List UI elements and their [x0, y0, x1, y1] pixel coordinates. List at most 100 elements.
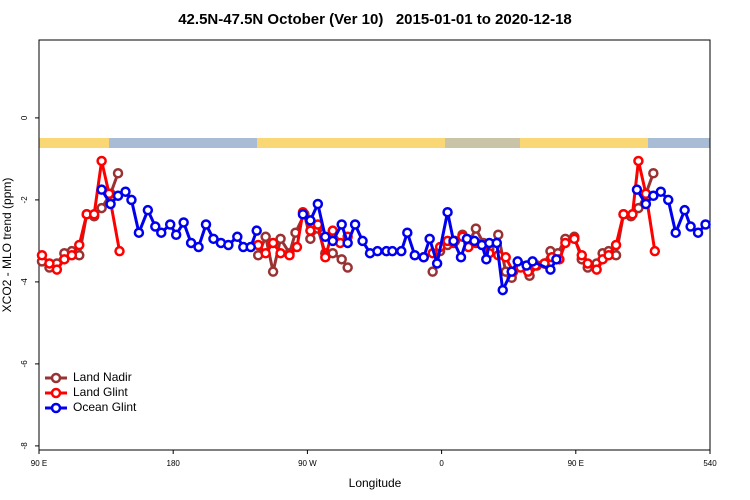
legend-label: Ocean Glint [73, 400, 137, 414]
point [387, 245, 398, 257]
point [126, 194, 137, 206]
point [133, 227, 145, 238]
point [455, 252, 467, 263]
x-tick-label: 90 E [31, 459, 47, 468]
point [267, 266, 279, 277]
point [648, 168, 659, 179]
series [36, 168, 659, 284]
point [245, 241, 256, 253]
point [284, 250, 295, 261]
point [545, 264, 556, 275]
point [649, 245, 661, 257]
land-band [257, 138, 445, 148]
legend-label: Land Glint [73, 385, 128, 399]
y-axis-label: XCO2 - MLO trend (ppm) [0, 178, 14, 313]
point [59, 254, 70, 265]
point [112, 168, 124, 179]
point [312, 198, 324, 210]
point [418, 252, 429, 263]
point [96, 155, 107, 167]
point [481, 254, 492, 265]
point [655, 186, 667, 197]
point [692, 227, 704, 238]
point [640, 198, 652, 210]
x-tick-label: 180 [167, 459, 181, 468]
point [469, 235, 480, 247]
point [267, 237, 279, 249]
point [305, 215, 316, 226]
legend-marker [50, 372, 62, 384]
point [627, 209, 638, 220]
point [105, 198, 116, 210]
point [631, 184, 643, 195]
point [120, 186, 131, 197]
point [36, 250, 48, 261]
point [679, 204, 690, 216]
land-ocean-strip [39, 138, 710, 148]
point [223, 239, 234, 251]
point [232, 231, 243, 243]
point [576, 250, 588, 261]
point [96, 202, 107, 214]
chart-title: 42.5N-47.5N October (Ver 10) 2015-01-01 … [178, 11, 572, 28]
point [700, 219, 711, 230]
ocean-band [648, 138, 710, 148]
point [342, 262, 353, 273]
point [431, 258, 443, 269]
point [320, 231, 331, 243]
point [193, 241, 204, 253]
point [633, 155, 644, 167]
mixed-band [445, 138, 520, 148]
point [427, 266, 438, 277]
point [336, 219, 347, 230]
point [327, 247, 338, 259]
point [357, 235, 368, 247]
point [88, 209, 100, 220]
point [662, 194, 674, 206]
point [610, 239, 622, 251]
point [685, 221, 696, 232]
y-tick-label: -6 [20, 360, 29, 368]
point [275, 247, 286, 259]
point [327, 235, 338, 247]
legend-marker [50, 387, 62, 399]
point [74, 239, 85, 251]
point [178, 217, 189, 228]
point [396, 245, 407, 257]
ocean-band [109, 138, 257, 148]
x-axis-label: Longitude [349, 476, 402, 490]
point [372, 245, 383, 257]
point [402, 227, 413, 238]
point [569, 233, 580, 245]
point [500, 252, 511, 263]
point [527, 256, 538, 267]
point [442, 206, 453, 218]
point [342, 237, 353, 249]
y-tick-label: -2 [20, 196, 29, 204]
point [320, 252, 331, 263]
point [208, 233, 219, 245]
point [493, 229, 504, 240]
point [603, 250, 614, 261]
point [297, 209, 309, 220]
x-tick-label: 540 [703, 459, 717, 468]
point [112, 190, 124, 202]
point [336, 254, 347, 265]
point [305, 225, 316, 236]
point [618, 209, 629, 220]
point [51, 264, 63, 275]
point [142, 204, 154, 216]
y-tick-label: -4 [20, 278, 29, 286]
point [551, 254, 562, 265]
point [200, 219, 212, 230]
y-tick-label: -8 [20, 442, 29, 450]
x-tick-label: 90 E [568, 459, 584, 468]
x-tick-label: 90 W [298, 459, 317, 468]
point [164, 219, 176, 230]
point [591, 264, 602, 275]
point [114, 245, 125, 257]
point [170, 229, 182, 240]
legend-marker [50, 402, 62, 414]
point [66, 250, 78, 261]
